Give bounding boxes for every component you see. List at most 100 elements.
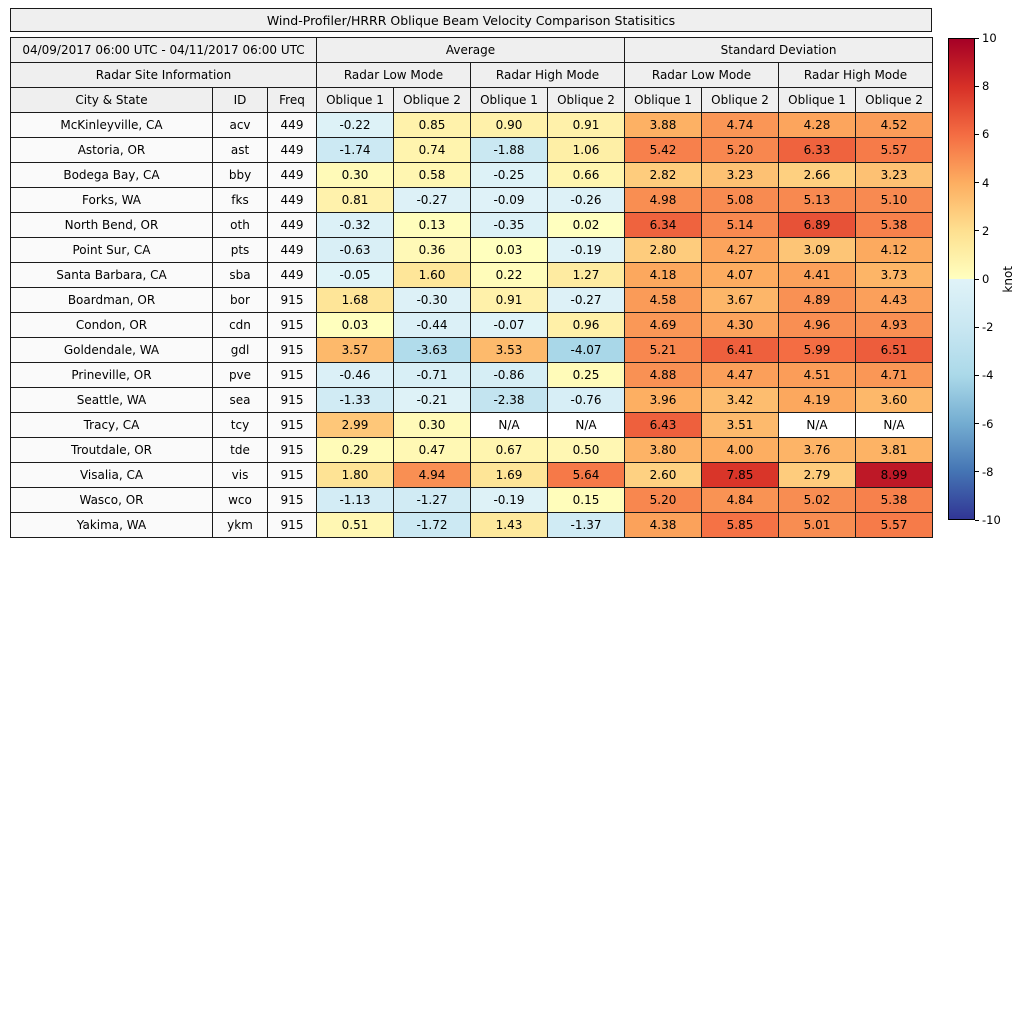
table-row: McKinleyville, CA acv 449 -0.22 0.85 0.90 0.91… <box>10 112 934 138</box>
value-cell: 2.80 <box>624 237 703 263</box>
table-row: Tracy, CA tcy 915 2.99 0.30 N/A N/A 6.43 3.51 N/A… <box>10 412 934 438</box>
value-cell: 4.51 <box>778 362 857 388</box>
value-cell: 1.68 <box>316 287 394 313</box>
col-header-std-low-obl2: Oblique 2 <box>701 87 780 113</box>
value-cell-na: N/A <box>855 412 934 438</box>
value-cell: -0.25 <box>470 162 548 188</box>
col-header-avg-high-obl1: Oblique 1 <box>470 87 548 113</box>
city-cell: Seattle, WA <box>10 387 213 413</box>
value-cell: 0.90 <box>470 112 548 138</box>
freq-cell: 915 <box>267 462 317 488</box>
value-cell: 0.02 <box>546 212 626 238</box>
value-cell: 0.91 <box>470 287 548 313</box>
site-id-cell: cdn <box>212 312 268 338</box>
value-cell: 4.47 <box>701 362 780 388</box>
value-cell: 1.43 <box>470 512 548 538</box>
freq-cell: 915 <box>267 337 317 363</box>
site-id-cell: ykm <box>212 512 268 538</box>
col-header-std-low-obl1: Oblique 1 <box>624 87 703 113</box>
value-cell: 7.85 <box>701 462 780 488</box>
site-id-cell: tde <box>212 437 268 463</box>
value-cell: -3.63 <box>393 337 471 363</box>
value-cell: 0.30 <box>316 162 394 188</box>
colorbar-tick <box>975 278 979 280</box>
value-cell: 2.99 <box>316 412 394 438</box>
value-cell: 3.88 <box>624 112 703 138</box>
value-cell: 4.88 <box>624 362 703 388</box>
value-cell: -1.88 <box>470 137 548 163</box>
col-header-avg-low-obl2: Oblique 2 <box>393 87 471 113</box>
freq-cell: 449 <box>267 112 317 138</box>
colorbar-tick-label: 6 <box>982 127 990 142</box>
value-cell: -1.74 <box>316 137 394 163</box>
value-cell: 0.81 <box>316 187 394 213</box>
freq-cell: 449 <box>267 237 317 263</box>
freq-cell: 915 <box>267 487 317 513</box>
value-cell: 4.52 <box>855 112 934 138</box>
value-cell: 0.47 <box>393 437 471 463</box>
freq-cell: 449 <box>267 187 317 213</box>
value-cell: 4.27 <box>701 237 780 263</box>
value-cell: 1.06 <box>546 137 626 163</box>
col-header-freq: Freq <box>267 87 317 113</box>
value-cell: 5.38 <box>855 212 934 238</box>
freq-cell: 915 <box>267 312 317 338</box>
site-id-cell: bby <box>212 162 268 188</box>
value-cell: 4.96 <box>778 312 857 338</box>
value-cell: 6.51 <box>855 337 934 363</box>
std-high-mode-header: Radar High Mode <box>778 62 934 88</box>
period-header: 04/09/2017 06:00 UTC - 04/11/2017 06:00 … <box>10 37 317 63</box>
value-cell: -0.76 <box>546 387 626 413</box>
city-cell: Condon, OR <box>10 312 213 338</box>
value-cell: 3.53 <box>470 337 548 363</box>
freq-cell: 449 <box>267 262 317 288</box>
value-cell: 4.12 <box>855 237 934 263</box>
colorbar-tick-label: -6 <box>982 416 994 431</box>
table-row: Point Sur, CA pts 449 -0.63 0.36 0.03 -0.19 2.8… <box>10 237 934 263</box>
value-cell: 4.71 <box>855 362 934 388</box>
colorbar-tick-label: -4 <box>982 368 994 383</box>
value-cell: -0.44 <box>393 312 471 338</box>
value-cell: -0.07 <box>470 312 548 338</box>
table-row: Goldendale, WA gdl 915 3.57 -3.63 3.53 -4.07 5.… <box>10 337 934 363</box>
colorbar-label-wrap: knot <box>999 38 1017 520</box>
freq-cell: 915 <box>267 412 317 438</box>
value-cell: 5.01 <box>778 512 857 538</box>
value-cell: -0.27 <box>393 187 471 213</box>
value-cell: -0.30 <box>393 287 471 313</box>
value-cell: 5.02 <box>778 487 857 513</box>
value-cell: 5.14 <box>701 212 780 238</box>
colorbar-tick-label: -10 <box>982 513 1001 527</box>
column-header-row: City & State ID Freq Oblique 1 Oblique 2… <box>10 87 934 113</box>
value-cell: 5.10 <box>855 187 934 213</box>
city-cell: North Bend, OR <box>10 212 213 238</box>
value-cell: 3.51 <box>701 412 780 438</box>
value-cell: 6.41 <box>701 337 780 363</box>
value-cell: 5.85 <box>701 512 780 538</box>
value-cell: 4.19 <box>778 387 857 413</box>
value-cell: 6.89 <box>778 212 857 238</box>
site-id-cell: sba <box>212 262 268 288</box>
col-header-std-high-obl2: Oblique 2 <box>855 87 934 113</box>
value-cell: -4.07 <box>546 337 626 363</box>
table-row: Troutdale, OR tde 915 0.29 0.47 0.67 0.50 3.80 4… <box>10 437 934 463</box>
comparison-table: 04/09/2017 06:00 UTC - 04/11/2017 06:00 … <box>10 37 934 538</box>
value-cell: 4.41 <box>778 262 857 288</box>
table-row: Forks, WA fks 449 0.81 -0.27 -0.09 -0.26 4.98 5.… <box>10 187 934 213</box>
value-cell: 0.67 <box>470 437 548 463</box>
value-cell-na: N/A <box>470 412 548 438</box>
table-row: Visalia, CA vis 915 1.80 4.94 1.69 5.64 2.60 7.8… <box>10 462 934 488</box>
value-cell: 4.38 <box>624 512 703 538</box>
value-cell: 6.33 <box>778 137 857 163</box>
value-cell: 6.43 <box>624 412 703 438</box>
value-cell: 2.66 <box>778 162 857 188</box>
table-row: Astoria, OR ast 449 -1.74 0.74 -1.88 1.06 5.42 5… <box>10 137 934 163</box>
freq-cell: 449 <box>267 137 317 163</box>
value-cell: 5.08 <box>701 187 780 213</box>
city-cell: Point Sur, CA <box>10 237 213 263</box>
avg-high-mode-header: Radar High Mode <box>469 62 626 88</box>
site-info-header: Radar Site Information <box>10 62 317 88</box>
city-cell: Goldendale, WA <box>10 337 213 363</box>
value-cell: 4.00 <box>701 437 780 463</box>
value-cell: 0.85 <box>393 112 471 138</box>
